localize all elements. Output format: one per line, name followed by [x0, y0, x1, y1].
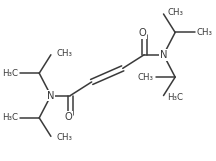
Text: H₃C: H₃C [2, 69, 18, 78]
Text: CH₃: CH₃ [167, 8, 183, 17]
Text: CH₃: CH₃ [197, 28, 213, 37]
Text: H₃C: H₃C [167, 93, 183, 102]
Text: O: O [138, 28, 146, 38]
Text: O: O [65, 112, 72, 122]
Text: H₃C: H₃C [2, 113, 18, 122]
Text: N: N [160, 50, 167, 60]
Text: CH₃: CH₃ [138, 73, 154, 82]
Text: CH₃: CH₃ [57, 49, 73, 58]
Text: N: N [47, 90, 55, 101]
Text: CH₃: CH₃ [57, 133, 73, 142]
